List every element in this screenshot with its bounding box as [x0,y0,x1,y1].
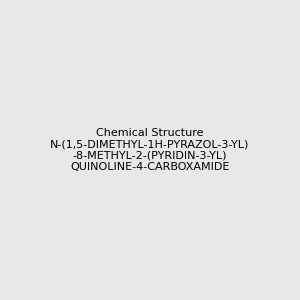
Text: Chemical Structure
N-(1,5-DIMETHYL-1H-PYRAZOL-3-YL)
-8-METHYL-2-(PYRIDIN-3-YL)
Q: Chemical Structure N-(1,5-DIMETHYL-1H-PY… [50,128,250,172]
